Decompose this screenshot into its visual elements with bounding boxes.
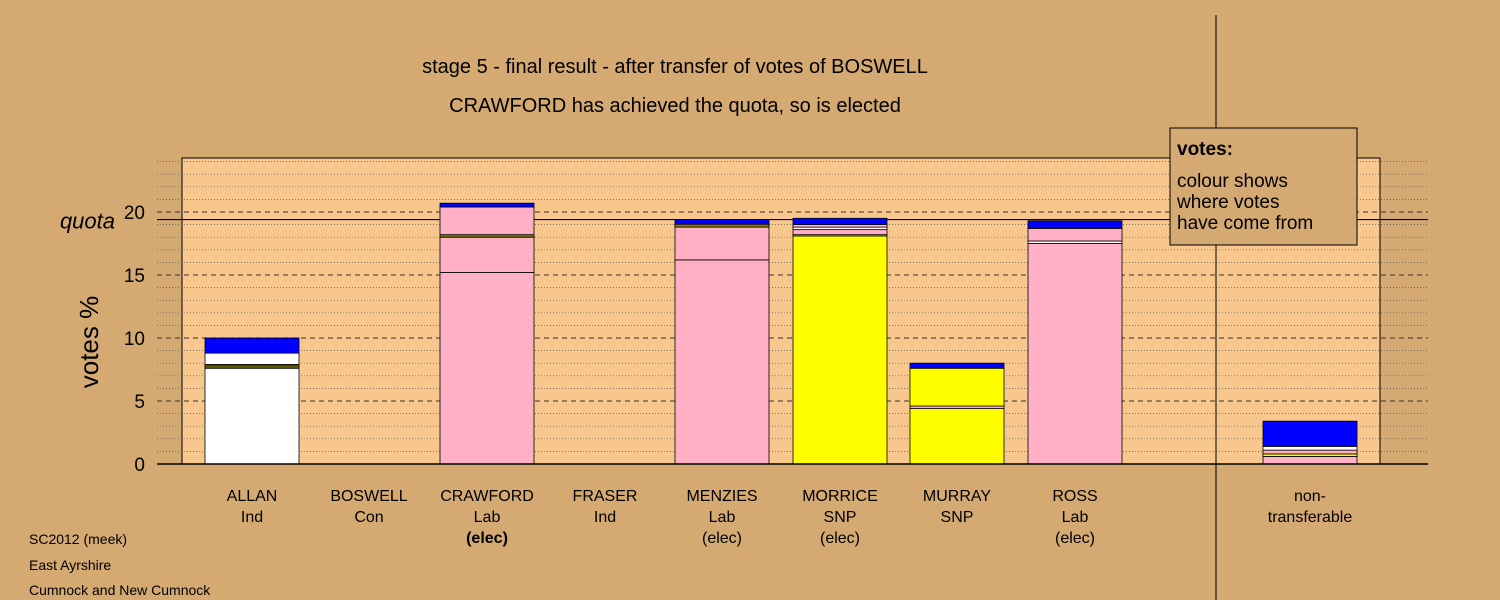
bar-segment bbox=[204, 352, 300, 365]
footer-council: East Ayrshire bbox=[29, 557, 112, 573]
bar-segment bbox=[674, 219, 770, 224]
bar-segment bbox=[792, 217, 888, 226]
bar-segment bbox=[674, 259, 770, 465]
category-label: MORRICE bbox=[802, 488, 878, 505]
bar-segment bbox=[1262, 420, 1358, 447]
bar-segment bbox=[1027, 227, 1123, 242]
y-tick-label: 10 bbox=[124, 329, 145, 350]
category-label: (elec) bbox=[702, 530, 742, 547]
category-label: (elec) bbox=[1055, 530, 1095, 547]
category-label: (elec) bbox=[820, 530, 860, 547]
category-label: Lab bbox=[1062, 509, 1089, 526]
bar-segment bbox=[439, 202, 535, 208]
bar-segment bbox=[674, 226, 770, 261]
bars-layer bbox=[204, 202, 1358, 465]
bar-segment bbox=[909, 367, 1005, 407]
y-tick-label: 5 bbox=[134, 392, 145, 413]
y-axis-label: votes % bbox=[74, 296, 104, 389]
bar-segment bbox=[792, 235, 888, 465]
chart-title: stage 5 - final result - after transfer … bbox=[422, 56, 928, 78]
category-label: non- bbox=[1294, 488, 1326, 505]
category-label: ALLAN bbox=[227, 488, 278, 505]
category-label: BOSWELL bbox=[330, 488, 407, 505]
y-tick-label: 15 bbox=[124, 266, 145, 287]
category-label: SNP bbox=[824, 509, 857, 526]
category-label: SNP bbox=[941, 509, 974, 526]
legend-line: have come from bbox=[1177, 213, 1313, 234]
bar-segment bbox=[439, 206, 535, 236]
legend-box: votes: colour shows where votes have com… bbox=[1169, 127, 1358, 246]
chart-subtitle: CRAWFORD has achieved the quota, so is e… bbox=[449, 95, 901, 117]
category-labels: ALLAN Ind BOSWELL Con CRAWFORD Lab (elec) FRASE… bbox=[227, 488, 1353, 547]
y-tick-label: 0 bbox=[134, 455, 145, 476]
category-label: Ind bbox=[241, 509, 263, 526]
legend-line: colour shows bbox=[1177, 171, 1288, 192]
bar-segment bbox=[1262, 449, 1358, 455]
quota-label: quota bbox=[60, 209, 115, 234]
bar-segment bbox=[204, 367, 300, 465]
bar-segment bbox=[1262, 445, 1358, 451]
category-label: MURRAY bbox=[923, 488, 991, 505]
category-label: Ind bbox=[594, 509, 616, 526]
bar-segment bbox=[1027, 220, 1123, 229]
legend-frame bbox=[1169, 127, 1358, 246]
bar-segment bbox=[1027, 243, 1123, 465]
category-label: FRASER bbox=[573, 488, 638, 505]
bar-segment bbox=[1262, 456, 1358, 465]
category-label: (elec) bbox=[466, 530, 508, 547]
category-label: Lab bbox=[709, 509, 736, 526]
y-tick-label: 20 bbox=[124, 203, 145, 224]
bar-segment bbox=[204, 337, 300, 354]
legend-title: votes: bbox=[1177, 139, 1233, 160]
category-label: Con bbox=[354, 509, 383, 526]
bar-segment bbox=[439, 236, 535, 273]
legend-line: where votes bbox=[1176, 192, 1279, 213]
category-label: CRAWFORD bbox=[440, 488, 534, 505]
category-label: MENZIES bbox=[686, 488, 757, 505]
category-label: Lab bbox=[474, 509, 501, 526]
footer-source: SC2012 (meek) bbox=[29, 531, 128, 547]
bar-segment bbox=[909, 408, 1005, 465]
bar-segment bbox=[792, 229, 888, 236]
footer-ward: Cumnock and New Cumnock bbox=[29, 582, 211, 598]
category-label: ROSS bbox=[1052, 488, 1097, 505]
category-label: transferable bbox=[1268, 509, 1353, 526]
bar-segment bbox=[439, 272, 535, 465]
bar-segment bbox=[909, 362, 1005, 369]
